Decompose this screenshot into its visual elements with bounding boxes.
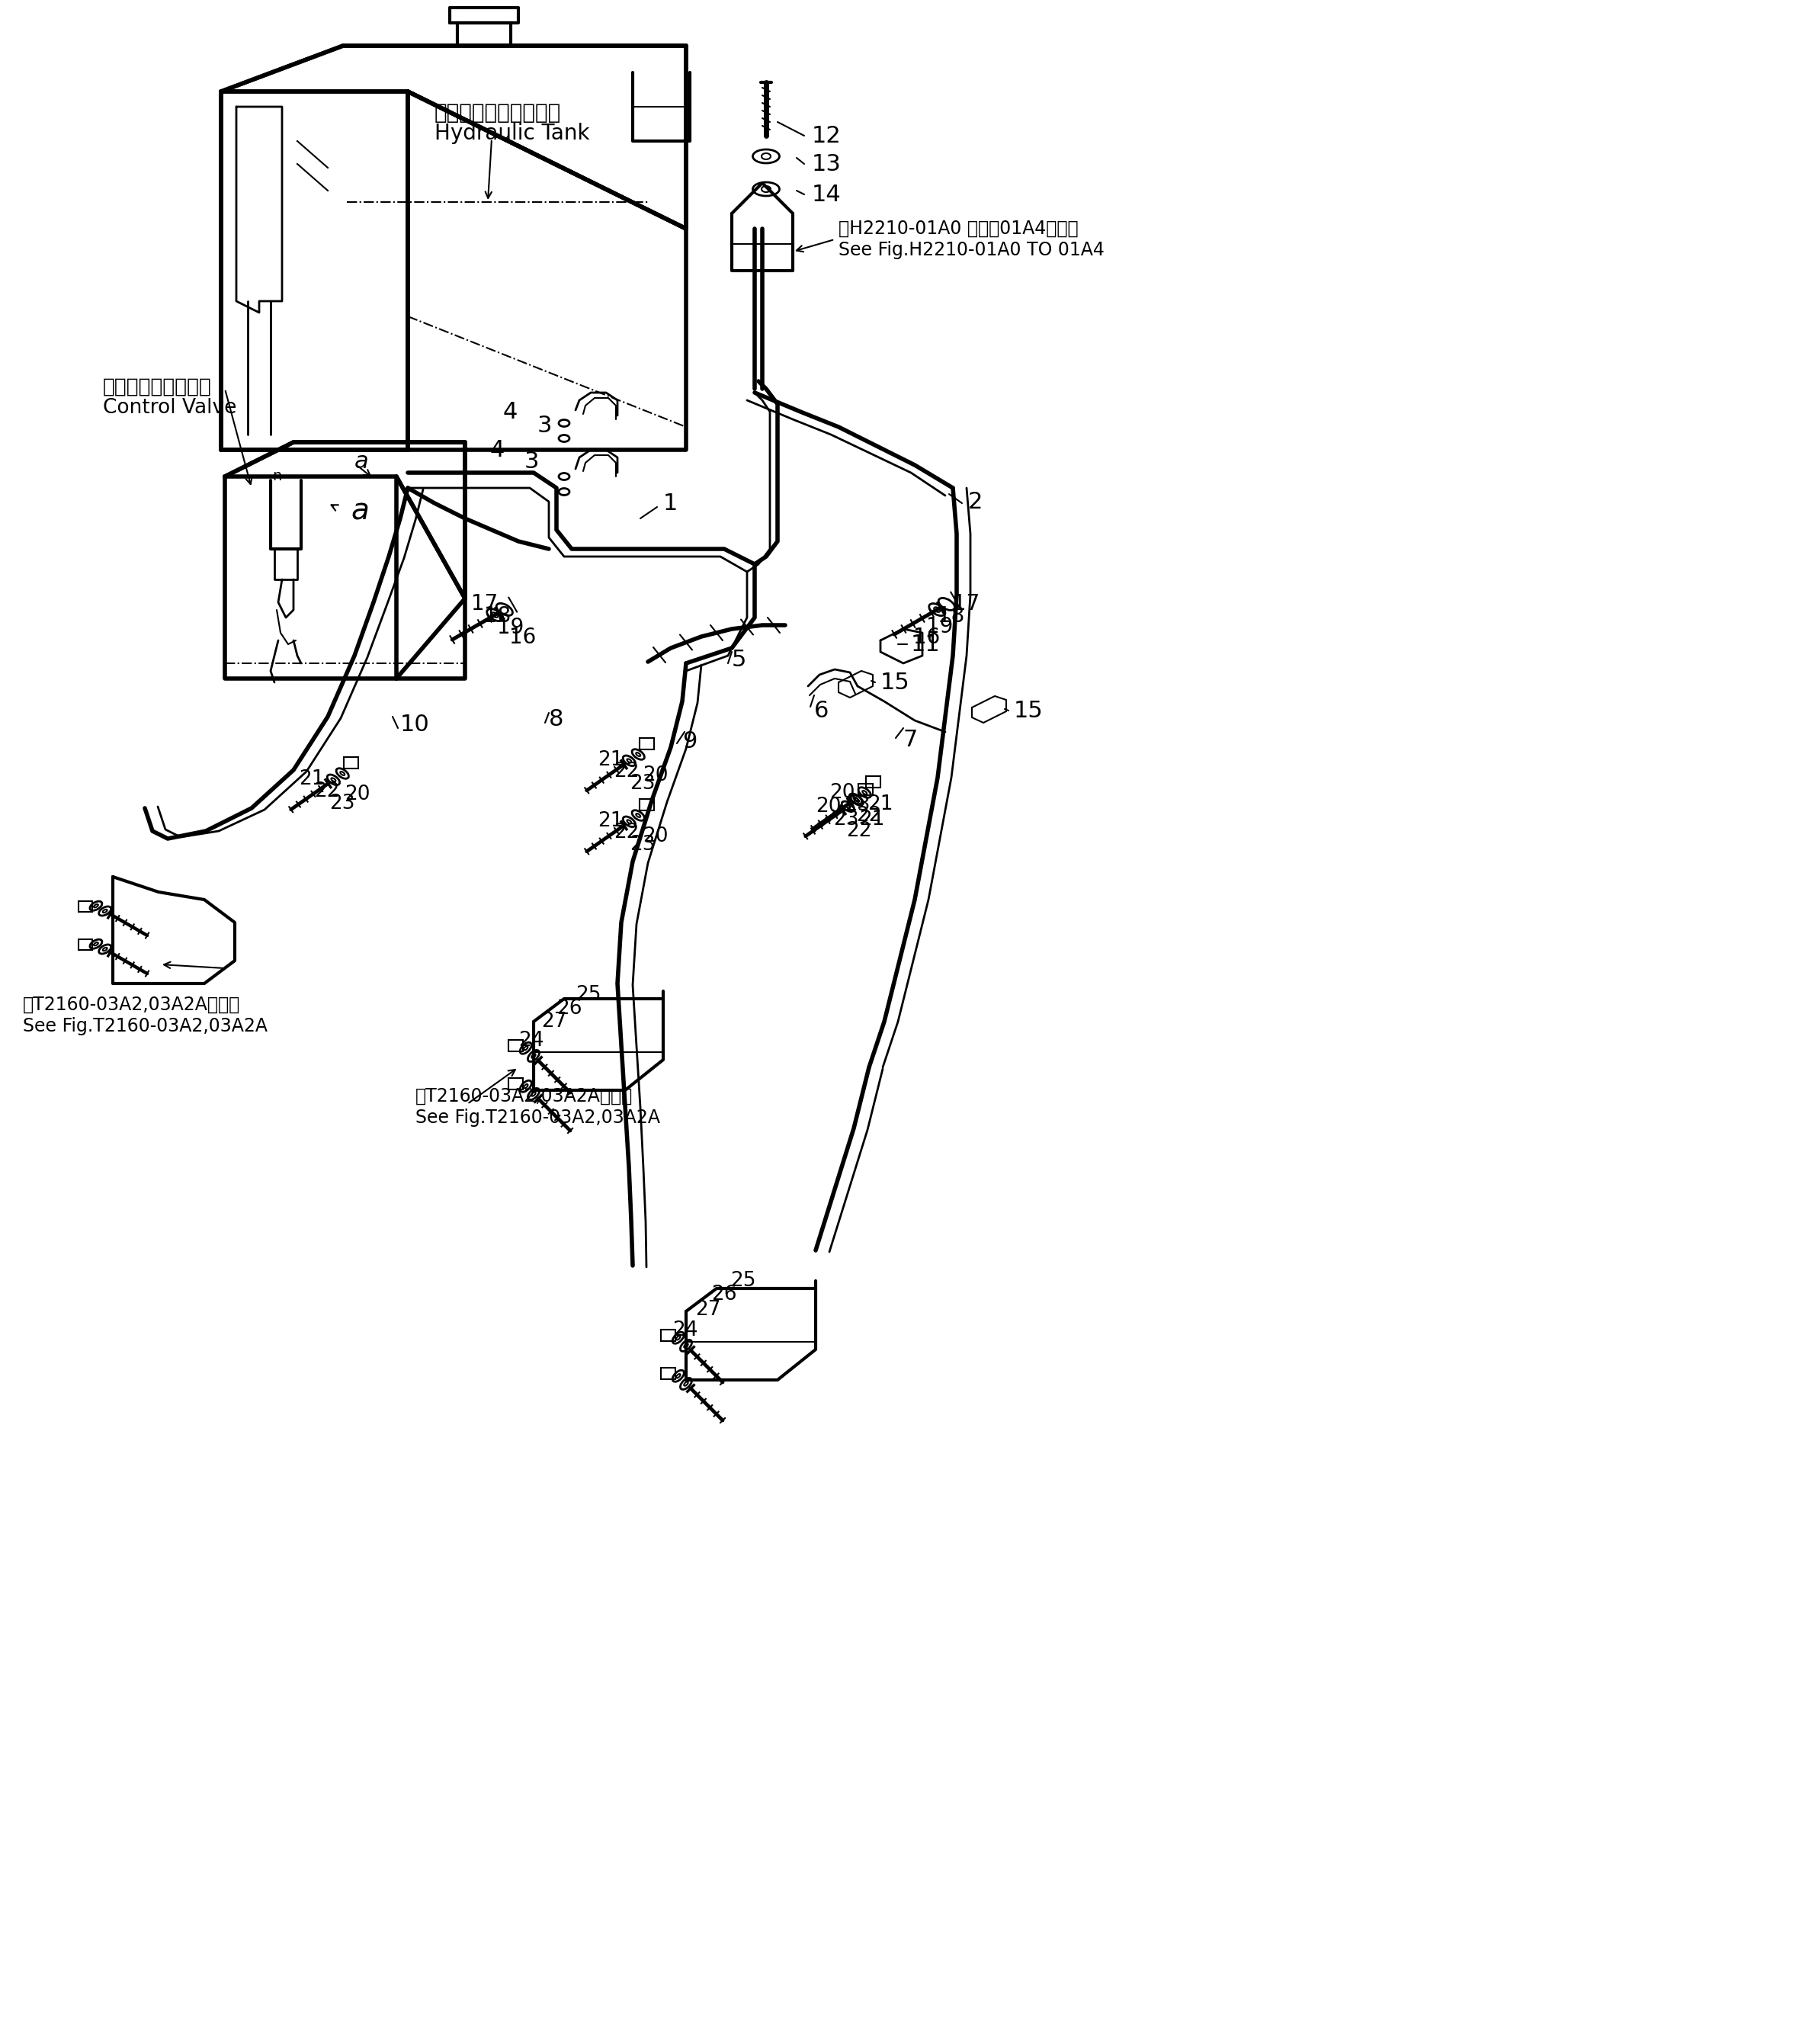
Text: 27: 27	[695, 1300, 721, 1320]
Text: 3: 3	[525, 450, 539, 472]
Text: 26: 26	[711, 1284, 737, 1304]
Text: 20: 20	[829, 783, 855, 803]
Text: 22: 22	[613, 822, 639, 842]
Text: 10: 10	[399, 713, 430, 736]
Text: 24: 24	[519, 1030, 544, 1051]
Text: See Fig.H2210-01A0 TO 01A4: See Fig.H2210-01A0 TO 01A4	[839, 241, 1105, 260]
Text: a: a	[354, 450, 368, 472]
Text: 25: 25	[575, 985, 601, 1006]
Text: 21: 21	[858, 809, 884, 830]
Text: 15: 15	[880, 670, 909, 693]
Text: 18: 18	[938, 605, 964, 628]
Text: 23: 23	[630, 834, 655, 854]
Text: 5: 5	[731, 648, 746, 670]
Text: 1: 1	[662, 493, 679, 515]
Text: 19: 19	[926, 615, 953, 638]
Text: 27: 27	[541, 1012, 566, 1032]
Text: See Fig.T2160-03A2,03A2A: See Fig.T2160-03A2,03A2A	[416, 1108, 661, 1126]
Text: 20: 20	[345, 785, 370, 805]
Text: 23: 23	[844, 795, 869, 816]
Text: 18: 18	[485, 605, 510, 628]
Text: 4: 4	[490, 439, 505, 460]
Text: 4: 4	[503, 401, 517, 423]
Text: 17: 17	[953, 593, 980, 615]
Text: 15: 15	[1015, 699, 1044, 722]
Text: 20: 20	[643, 764, 668, 785]
Text: 20: 20	[815, 797, 840, 816]
Text: 21: 21	[597, 750, 623, 771]
Text: 17: 17	[472, 593, 497, 615]
Text: 23: 23	[329, 793, 356, 814]
Text: 9: 9	[682, 730, 697, 752]
Text: ハイドロリックタンク: ハイドロリックタンク	[434, 102, 561, 123]
Text: n: n	[272, 468, 281, 482]
Text: 2: 2	[967, 491, 984, 513]
Text: 3: 3	[537, 415, 552, 437]
Text: 第T2160-03A2,03A2A図参照: 第T2160-03A2,03A2A図参照	[24, 995, 240, 1014]
Text: 7: 7	[904, 728, 918, 750]
Text: 23: 23	[833, 809, 858, 830]
Text: 第H2210-01A0 から、01A4図参照: 第H2210-01A0 から、01A4図参照	[839, 219, 1078, 237]
Text: 20: 20	[643, 826, 668, 846]
Text: 21: 21	[868, 795, 893, 814]
Text: 8: 8	[548, 707, 564, 730]
Text: 13: 13	[811, 153, 842, 176]
Text: 23: 23	[630, 775, 655, 793]
Text: a: a	[350, 497, 368, 525]
Text: 26: 26	[557, 1000, 583, 1018]
Text: 19: 19	[497, 617, 525, 638]
Text: 12: 12	[811, 125, 842, 147]
Text: 22: 22	[613, 762, 639, 781]
Text: 22: 22	[846, 822, 871, 840]
Text: 21: 21	[299, 769, 325, 789]
Text: 22: 22	[857, 805, 882, 826]
Text: 第T2160-03A2,03A2A図参照: 第T2160-03A2,03A2A図参照	[416, 1087, 633, 1106]
Text: 16: 16	[913, 628, 940, 648]
Text: 21: 21	[597, 811, 623, 832]
Text: コントロールバルブ: コントロールバルブ	[103, 378, 212, 397]
Text: 25: 25	[730, 1271, 755, 1290]
Text: 22: 22	[314, 781, 339, 801]
Text: 14: 14	[811, 184, 842, 206]
Text: Control Valve: Control Valve	[103, 399, 236, 417]
Text: See Fig.T2160-03A2,03A2A: See Fig.T2160-03A2,03A2A	[24, 1018, 267, 1036]
Text: 6: 6	[815, 699, 829, 722]
Text: 16: 16	[510, 628, 535, 648]
Text: 24: 24	[672, 1320, 699, 1341]
Text: Hydraulic Tank: Hydraulic Tank	[434, 123, 590, 143]
Text: 11: 11	[911, 634, 940, 656]
